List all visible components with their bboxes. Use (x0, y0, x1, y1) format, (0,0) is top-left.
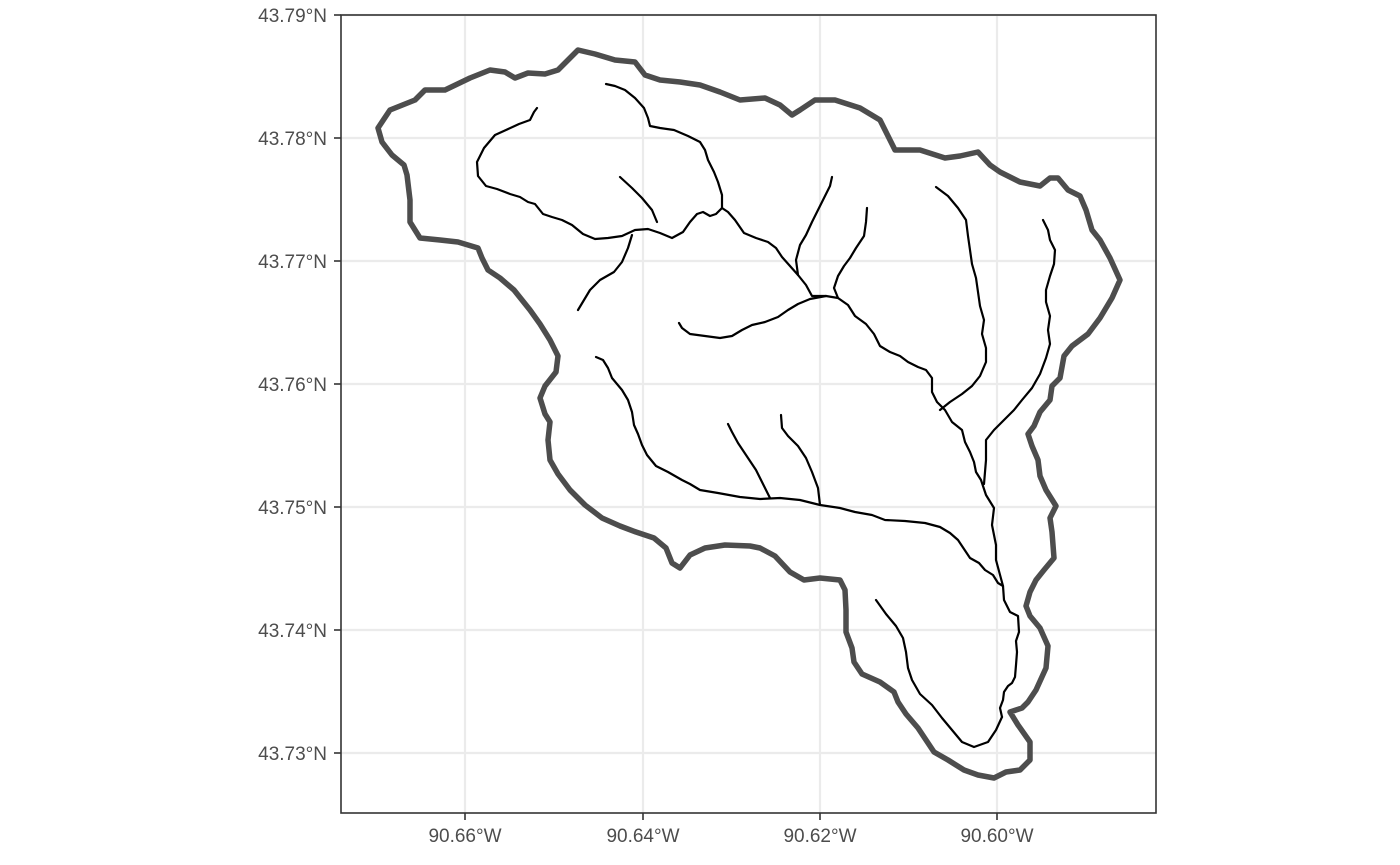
lat-tick-label: 43.73°N (258, 744, 327, 765)
stream-east-tributary (982, 218, 1057, 486)
watershed-boundary (375, 47, 1123, 781)
lon-tick-label: 90.64°W (606, 826, 679, 847)
stream-nw-short (618, 175, 659, 224)
stream-ne-tributary-1 (832, 206, 869, 300)
map-panel-border (340, 14, 1157, 814)
map-panel (341, 15, 1156, 813)
stream-center-west (677, 294, 828, 340)
stream-network (475, 82, 1057, 749)
lat-tick-label: 43.74°N (258, 621, 327, 642)
stream-ne-tributary-2 (934, 185, 988, 412)
map-gridlines (341, 13, 1156, 813)
stream-main-channel (594, 355, 1021, 719)
lon-tick-label: 90.62°W (783, 826, 856, 847)
stream-west-branch (576, 233, 634, 312)
stream-south-branch-2 (779, 413, 822, 507)
lat-tick-label: 43.79°N (258, 6, 327, 27)
stream-upper-main (475, 106, 1005, 588)
lat-tick-label: 43.76°N (258, 375, 327, 396)
stream-south-branch-1 (726, 422, 772, 500)
lat-tick-label: 43.75°N (258, 498, 327, 519)
stream-southeast-loop (874, 598, 1004, 749)
lon-tick-label: 90.66°W (428, 826, 501, 847)
stream-north-tributary (604, 82, 724, 210)
longitude-axis: 90.66°W 90.64°W 90.62°W 90.60°W (428, 813, 1034, 847)
latitude-axis: 43.79°N 43.78°N 43.77°N 43.76°N 43.75°N … (258, 6, 341, 765)
lat-tick-label: 43.77°N (258, 252, 327, 273)
lat-tick-label: 43.78°N (258, 129, 327, 150)
stream-center-north (794, 175, 834, 277)
lon-tick-label: 90.60°W (960, 826, 1033, 847)
